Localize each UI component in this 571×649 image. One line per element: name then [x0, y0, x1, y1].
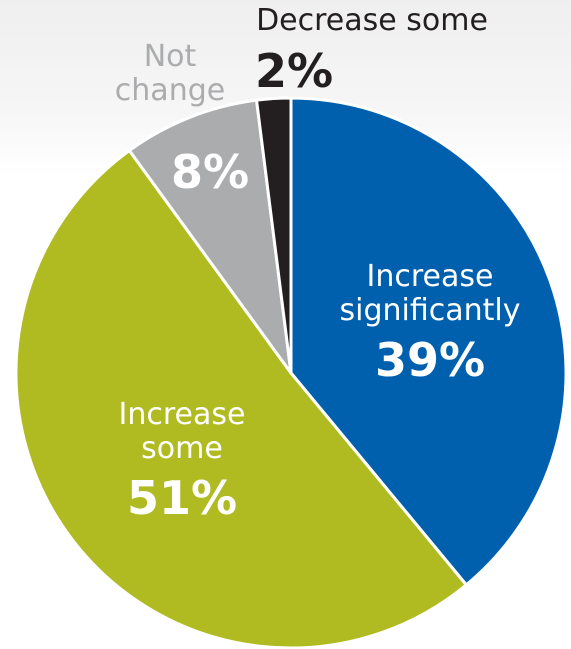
pie-slice-4 [255, 96, 293, 375]
pie-slice-1 [289, 96, 568, 587]
slice-label-4-line-1: Decrease some [256, 3, 488, 38]
slice-label-3-line-1: Not [144, 39, 197, 74]
pie-slice-3 [127, 98, 293, 375]
pie-labels: Increasesignificantly39%Increasesome51%N… [115, 3, 521, 525]
pie-slices [14, 96, 568, 649]
slice-label-2-line-1: Increase [119, 397, 246, 432]
slice-value-3: 8% [171, 145, 249, 199]
slice-value-4: 2% [255, 44, 333, 98]
slice-value-2: 51% [127, 471, 237, 525]
slice-label-2-line-2: some [141, 431, 223, 466]
slice-value-1: 39% [375, 333, 485, 387]
slice-label-3-line-2: change [115, 73, 225, 108]
slice-label-1-line-1: Increase [367, 259, 494, 294]
pie-slice-2 [14, 149, 468, 649]
slice-label-1-line-2: significantly [340, 293, 521, 328]
